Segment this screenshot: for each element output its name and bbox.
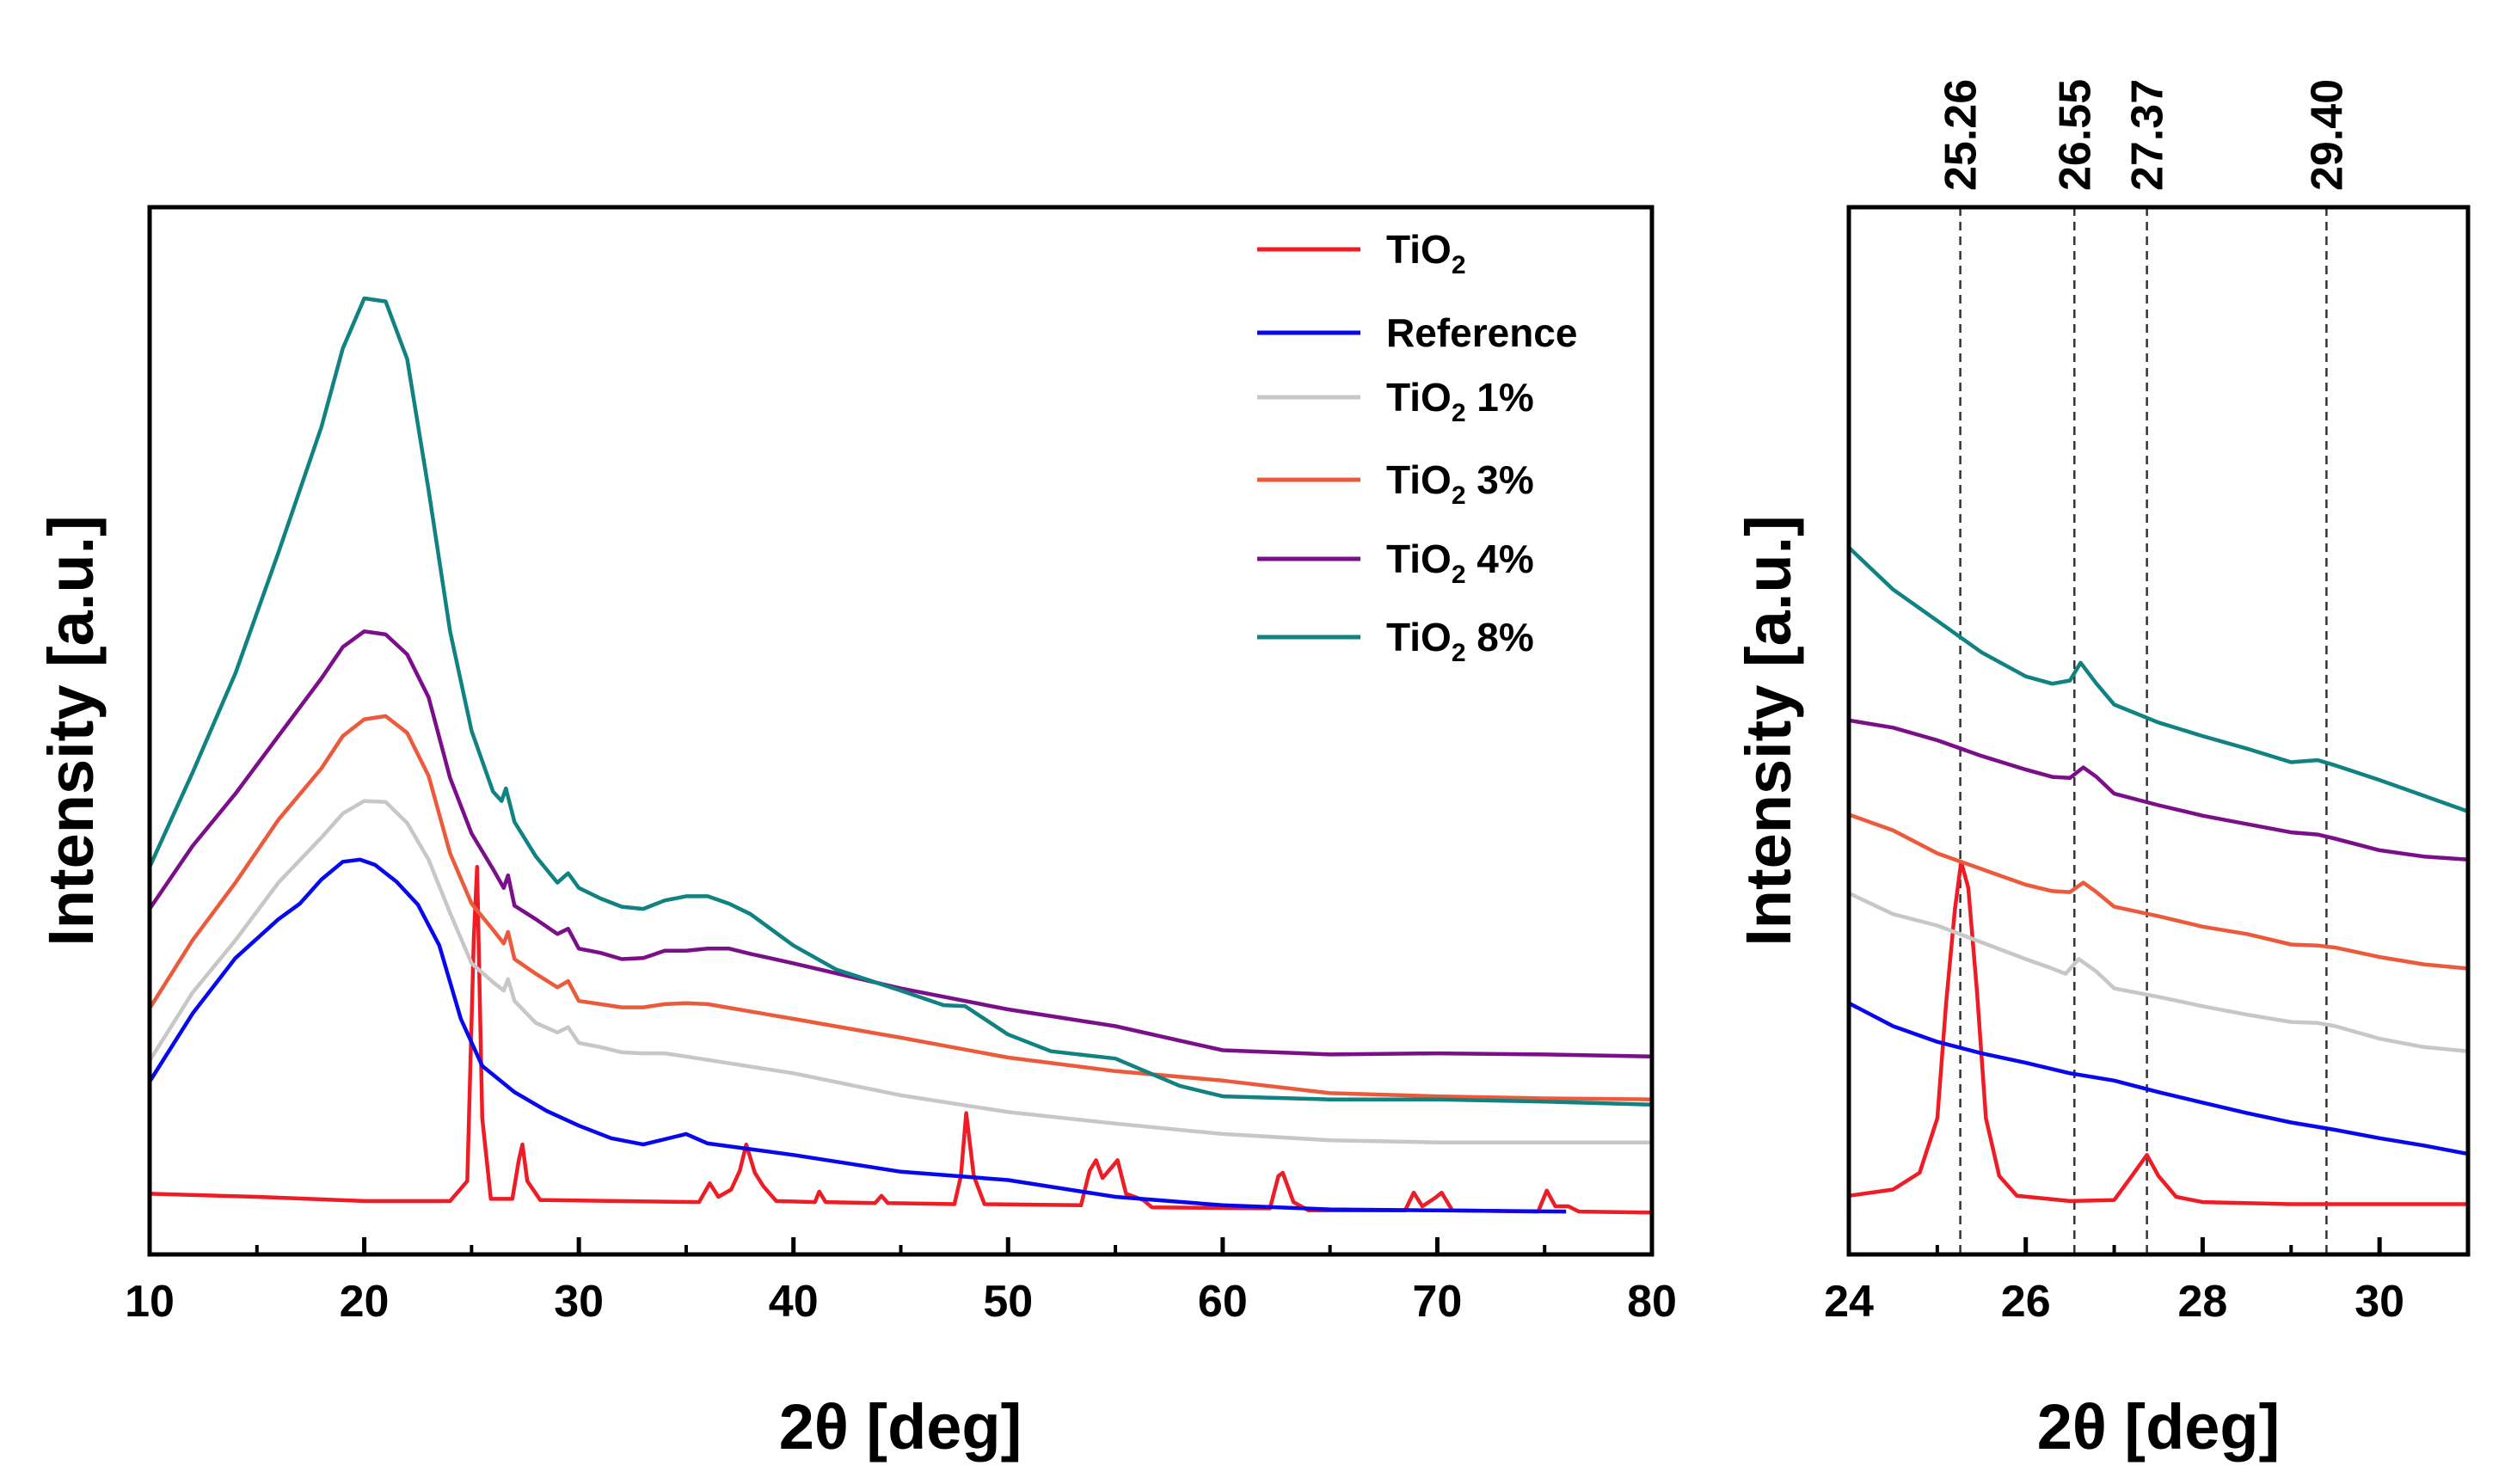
left-series-tio2	[149, 865, 1653, 1215]
right-chart-panel: 24 26 28 30 25.26 26.55 27.37 29.40 2θ [deg] I…	[1733, 79, 2471, 1463]
legend-label-tio2-8: TiO2 8%	[1386, 615, 1534, 667]
left-series-tio2-3	[148, 714, 1653, 1101]
legend-label-main: TiO	[1386, 537, 1452, 581]
legend-label-subscript: 2	[1452, 251, 1466, 279]
legend-label-main: TiO	[1386, 457, 1452, 502]
left-x-tick-label: 30	[554, 1277, 604, 1327]
right-series-tio2-8	[1847, 546, 2469, 813]
legend-label-subscript: 2	[1452, 399, 1466, 427]
legend-label-suffix: 8%	[1466, 615, 1534, 659]
peak-label-25-26: 25.26	[1937, 79, 1986, 191]
right-x-axis-title: 2θ [deg]	[2037, 1391, 2281, 1463]
peak-annotations: 25.26 26.55 27.37 29.40	[1937, 79, 2353, 191]
legend-label-tio2-3: TiO2 3%	[1386, 457, 1534, 510]
left-x-axis-title: 2θ [deg]	[779, 1391, 1022, 1463]
peak-label-26-55: 26.55	[2050, 79, 2100, 191]
right-x-tick-label: 30	[2354, 1277, 2404, 1327]
left-x-tick-label: 40	[769, 1277, 819, 1327]
left-x-ticks: 10 20 30 40 50 60 70 80	[125, 1237, 1677, 1327]
legend-label-main: Reference	[1386, 310, 1577, 355]
left-x-tick-label: 80	[1627, 1277, 1677, 1327]
reference-lines-group	[1959, 207, 2328, 1254]
legend-label-subscript: 2	[1452, 561, 1466, 589]
right-series-reference	[1847, 1001, 2469, 1156]
left-series-tio2-1	[148, 799, 1652, 1144]
right-series-group	[1847, 546, 2469, 1206]
left-x-tick-label: 60	[1198, 1277, 1248, 1327]
legend-label-main: TiO	[1386, 375, 1452, 420]
left-x-tick-label: 10	[125, 1277, 175, 1327]
right-series-tio2	[1848, 860, 2468, 1206]
right-x-tick-label: 28	[2178, 1277, 2228, 1327]
legend-label-tio2-4: TiO2 4%	[1386, 537, 1534, 589]
legend-label-main: TiO	[1386, 227, 1452, 272]
left-x-tick-label: 50	[983, 1277, 1033, 1327]
left-x-tick-label: 20	[340, 1277, 390, 1327]
legend-label-main: TiO	[1386, 615, 1452, 659]
left-series-reference	[148, 857, 1567, 1214]
legend-label-suffix: 4%	[1466, 537, 1534, 581]
legend-label-subscript: 2	[1452, 481, 1466, 510]
left-series-tio2-8	[147, 296, 1653, 1107]
legend-label-tio2-1: TiO2 1%	[1386, 375, 1534, 427]
legend-label-tio2: TiO2	[1386, 227, 1466, 279]
right-x-ticks: 24 26 28 30	[1824, 1237, 2404, 1327]
right-series-tio2-3	[1848, 813, 2469, 971]
left-y-axis-title: Intensity [a.u.]	[35, 515, 107, 947]
right-series-tio2-1	[1848, 891, 2469, 1053]
legend-label-suffix: 1%	[1466, 375, 1534, 420]
legend-label-reference: Reference	[1386, 310, 1577, 355]
right-plot-frame	[1846, 205, 2471, 1257]
peak-label-29-40: 29.40	[2302, 79, 2352, 191]
peak-label-27-37: 27.37	[2123, 79, 2173, 191]
left-chart-panel: 10 20 30 40 50 60 70 80 2θ [deg] Intensity [a.u…	[35, 205, 1677, 1463]
right-x-tick-label: 26	[2001, 1277, 2051, 1327]
legend-label-subscript: 2	[1452, 639, 1466, 667]
right-y-axis-title: Intensity [a.u.]	[1733, 515, 1804, 947]
left-series-tio2-4	[148, 629, 1653, 1059]
left-series-group	[147, 296, 1653, 1215]
legend-label-suffix: 3%	[1466, 457, 1534, 502]
right-x-tick-label: 24	[1824, 1277, 1874, 1327]
right-series-tio2-4	[1848, 718, 2469, 862]
left-x-tick-label: 70	[1413, 1277, 1463, 1327]
